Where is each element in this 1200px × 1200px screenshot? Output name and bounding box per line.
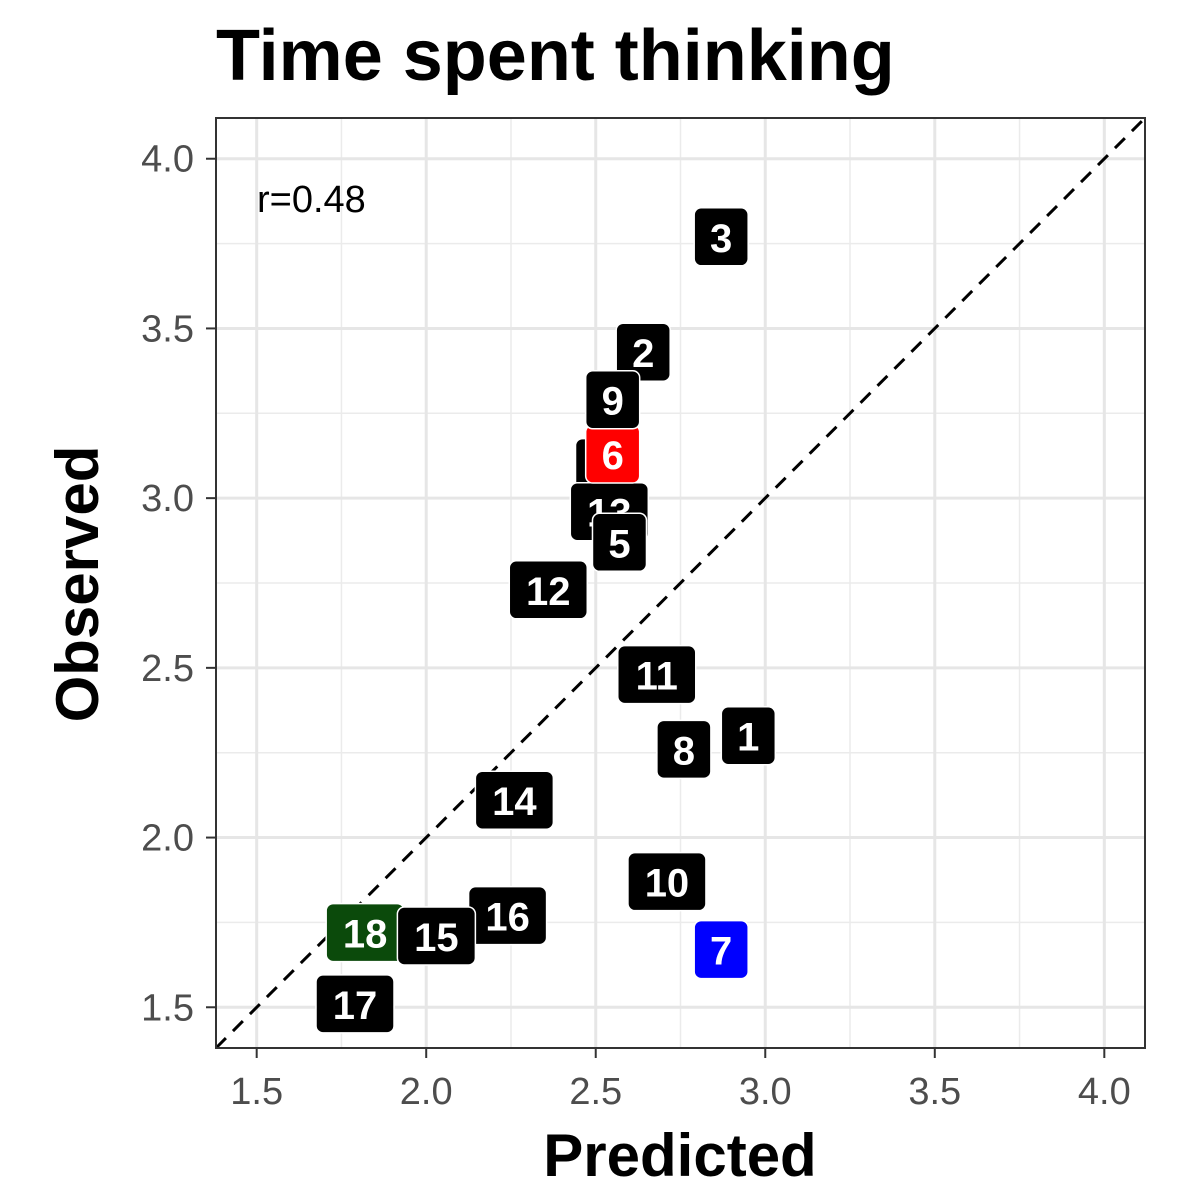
point-label-box — [315, 974, 395, 1034]
y-tick-label: 1.5 — [141, 987, 194, 1029]
point-label-text: 1 — [737, 716, 759, 760]
data-point-7: 7 — [693, 919, 749, 980]
data-point-1: 1 — [720, 705, 777, 766]
point-label-text: 14 — [492, 780, 537, 824]
point-label-text: 17 — [333, 984, 378, 1028]
x-tick-label: 1.5 — [230, 1071, 283, 1113]
identity-reference-line — [214, 116, 1147, 1050]
data-point-16: 16 — [467, 885, 548, 946]
x-tick-label: 2.5 — [569, 1071, 622, 1113]
point-label-text: 16 — [485, 896, 530, 940]
chart-title: Time spent thinking — [216, 16, 895, 96]
point-label-text: 18 — [343, 913, 388, 957]
y-tick-label: 4.0 — [141, 139, 194, 181]
y-axis-title: Observed — [44, 446, 111, 723]
data-point-10: 10 — [627, 851, 707, 912]
point-label-text: 15 — [414, 916, 459, 960]
data-point-11: 11 — [617, 644, 697, 705]
y-axis: 1.5 2.0 2.5 3.0 3.5 4.0 — [141, 139, 216, 1029]
point-label-text: 3 — [710, 217, 732, 261]
data-point-5: 5 — [591, 512, 648, 573]
data-points: 123413567891011121416181517 — [315, 207, 777, 1034]
plot-panel-border — [215, 117, 1146, 1049]
point-label-text: 9 — [602, 380, 624, 424]
data-point-17: 17 — [315, 974, 395, 1034]
point-label-box — [656, 719, 712, 780]
point-label-box — [396, 906, 477, 966]
point-label-text: 7 — [710, 930, 732, 974]
data-point-12: 12 — [508, 560, 589, 620]
point-label-box — [617, 644, 697, 705]
data-point-3: 3 — [693, 207, 749, 267]
point-label-text: 12 — [526, 570, 571, 614]
y-tick-label: 3.0 — [141, 478, 194, 520]
x-tick-label: 3.0 — [739, 1071, 792, 1113]
data-point-15: 15 — [396, 906, 477, 966]
point-label-box — [693, 207, 749, 267]
y-tick-label: 2.5 — [141, 648, 194, 690]
point-label-text: 6 — [602, 434, 624, 478]
point-label-text: 2 — [632, 332, 654, 376]
y-tick-label: 2.0 — [141, 818, 194, 860]
x-axis: 1.5 2.0 2.5 3.0 3.5 4.0 — [230, 1048, 1131, 1113]
point-label-text: 11 — [636, 655, 678, 699]
major-gridlines — [216, 118, 1145, 1048]
y-tick-label: 3.5 — [141, 308, 194, 350]
point-label-text: 5 — [608, 522, 630, 566]
point-label-box — [627, 851, 707, 912]
point-label-box — [615, 322, 671, 382]
data-point-14: 14 — [474, 770, 555, 830]
point-label-box — [508, 560, 589, 620]
data-point-18: 18 — [325, 902, 405, 963]
point-label-box — [720, 705, 777, 766]
data-point-6: 6 — [584, 424, 641, 484]
point-label-box — [584, 369, 641, 430]
x-tick-label: 2.0 — [400, 1071, 453, 1113]
data-point-2: 2 — [615, 322, 671, 382]
point-label-box — [693, 919, 749, 980]
correlation-annotation: r=0.48 — [257, 179, 366, 221]
x-tick-label: 4.0 — [1078, 1071, 1131, 1113]
data-point-8: 8 — [656, 719, 712, 780]
x-tick-label: 3.5 — [908, 1071, 961, 1113]
point-label-box — [591, 512, 648, 573]
point-label-text: 10 — [645, 862, 690, 906]
point-label-text: 8 — [673, 729, 695, 773]
x-axis-title: Predicted — [543, 1122, 816, 1189]
point-label-box — [474, 770, 555, 830]
data-point-9: 9 — [584, 369, 641, 430]
